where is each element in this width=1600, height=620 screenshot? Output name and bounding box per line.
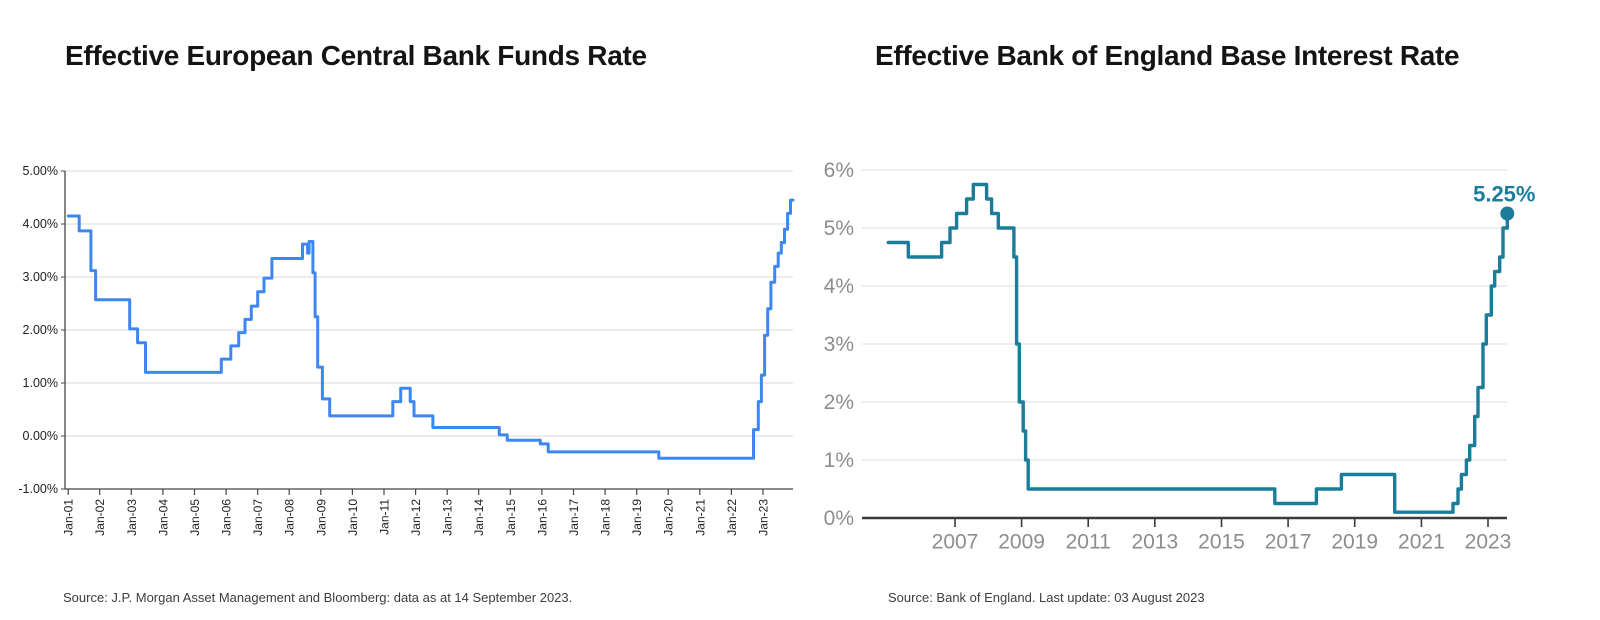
ecb-chart-title: Effective European Central Bank Funds Ra… xyxy=(65,40,647,71)
x-tick-label: 2011 xyxy=(1066,530,1111,553)
x-tick-label: Jan-14 xyxy=(472,499,486,536)
y-tick-label: -1.00% xyxy=(18,482,58,496)
x-tick-label: Jan-20 xyxy=(662,499,676,536)
x-tick-label: Jan-19 xyxy=(630,499,644,536)
y-tick-label: 3% xyxy=(824,333,854,356)
end-dot xyxy=(1500,206,1515,221)
x-tick-label: 2015 xyxy=(1198,530,1245,553)
x-tick-label: 2017 xyxy=(1265,530,1312,553)
x-tick-label: 2023 xyxy=(1465,530,1512,553)
x-tick-label: Jan-13 xyxy=(441,499,455,536)
x-tick-label: Jan-02 xyxy=(93,499,107,536)
x-tick-label: 2009 xyxy=(998,530,1045,553)
x-tick-label: Jan-08 xyxy=(283,499,297,536)
x-tick-label: Jan-10 xyxy=(346,499,360,536)
y-tick-label: 1.00% xyxy=(23,376,58,390)
x-tick-label: Jan-04 xyxy=(156,499,170,536)
x-tick-label: Jan-07 xyxy=(251,499,265,536)
y-tick-label: 4% xyxy=(824,275,854,298)
y-tick-label: 5.00% xyxy=(23,164,58,178)
x-tick-label: Jan-03 xyxy=(125,499,139,536)
series-line xyxy=(66,198,795,460)
y-tick-label: 4.00% xyxy=(23,217,58,231)
x-tick-label: Jan-06 xyxy=(220,499,234,536)
x-tick-label: Jan-05 xyxy=(188,499,202,536)
y-tick-label: 2% xyxy=(824,391,854,414)
boe-chart-title: Effective Bank of England Base Interest … xyxy=(875,40,1460,71)
x-tick-label: Jan-11 xyxy=(378,499,392,535)
x-tick-label: Jan-17 xyxy=(567,499,581,536)
x-tick-label: Jan-21 xyxy=(693,499,707,536)
ecb-source-note: Source: J.P. Morgan Asset Management and… xyxy=(63,590,573,605)
y-tick-label: 1% xyxy=(824,449,854,472)
x-tick-label: 2021 xyxy=(1398,530,1445,553)
x-tick-label: Jan-15 xyxy=(504,499,518,536)
y-tick-label: 3.00% xyxy=(23,270,58,284)
rate-annotation: 5.25% xyxy=(1473,182,1535,207)
y-tick-label: 2.00% xyxy=(23,323,58,337)
x-tick-label: Jan-18 xyxy=(599,499,613,536)
x-tick-label: Jan-16 xyxy=(535,499,549,536)
ecb-rate-chart: 5.00% 4.00% 3.00% 2.00% 1.00% 0.00% -1.00% Jan-… xyxy=(18,164,795,536)
boe-source-note: Source: Bank of England. Last update: 03… xyxy=(888,590,1205,605)
x-tick-label: Jan-09 xyxy=(314,499,328,536)
x-tick-label: 2007 xyxy=(932,530,979,553)
y-tick-label: 5% xyxy=(824,217,854,240)
x-tick-label: Jan-01 xyxy=(62,499,76,536)
x-tick-label: Jan-22 xyxy=(725,499,739,536)
boe-rate-chart: 6% 5% 4% 3% 2% 1% 0% 2007 2009 2011 2013 2015 2017 20… xyxy=(824,159,1536,553)
y-tick-label: 0.00% xyxy=(23,429,58,443)
series-line xyxy=(886,182,1509,514)
x-tick-label: Jan-12 xyxy=(409,499,423,536)
x-tick-label: 2019 xyxy=(1331,530,1378,553)
x-tick-label: 2013 xyxy=(1131,530,1178,553)
y-tick-label: 0% xyxy=(824,507,854,530)
x-tick-label: Jan-23 xyxy=(757,499,771,536)
y-tick-label: 6% xyxy=(824,159,854,182)
